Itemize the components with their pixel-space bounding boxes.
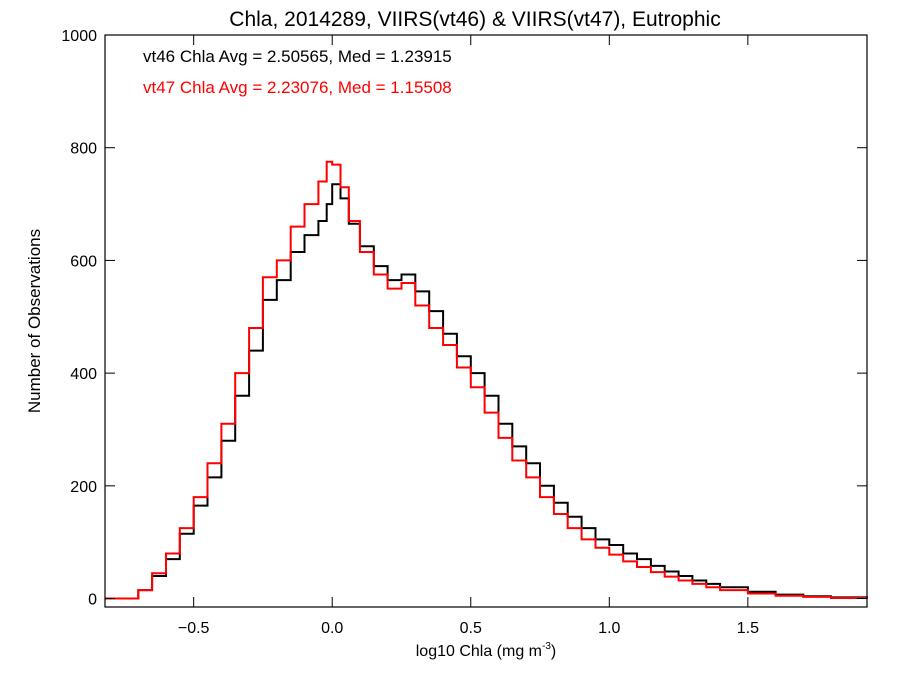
x-tick-label: −0.5 <box>178 620 210 637</box>
y-tick-label: 0 <box>88 592 97 609</box>
plot-frame <box>104 34 868 608</box>
y-axis: 0 200 400 600 800 1000 <box>61 28 867 609</box>
annotation-vt47: vt47 Chla Avg = 2.23076, Med = 1.15508 <box>143 78 452 97</box>
series-vt46-line <box>105 183 868 600</box>
x-tick-label: 0.0 <box>321 620 343 637</box>
y-axis-label: Number of Observations <box>25 229 44 413</box>
y-tick-label: 600 <box>70 253 97 270</box>
y-tick-label: 1000 <box>61 28 97 45</box>
series-vt47-line <box>105 160 868 600</box>
plot-area <box>105 160 868 600</box>
chart-title: Chla, 2014289, VIIRS(vt46) & VIIRS(vt47)… <box>229 8 720 31</box>
x-axis-label: log10 Chla (mg m-3) <box>416 641 557 660</box>
x-tick-label: 0.5 <box>460 620 482 637</box>
y-tick-label: 800 <box>70 141 97 158</box>
x-tick-label: 1.5 <box>737 620 759 637</box>
y-tick-label: 200 <box>70 479 97 496</box>
x-tick-label: 1.0 <box>598 620 620 637</box>
y-tick-label: 400 <box>70 366 97 383</box>
annotation-vt46: vt46 Chla Avg = 2.50565, Med = 1.23915 <box>143 47 452 66</box>
x-axis: −0.5 0.0 0.5 1.0 1.5 <box>178 35 759 637</box>
